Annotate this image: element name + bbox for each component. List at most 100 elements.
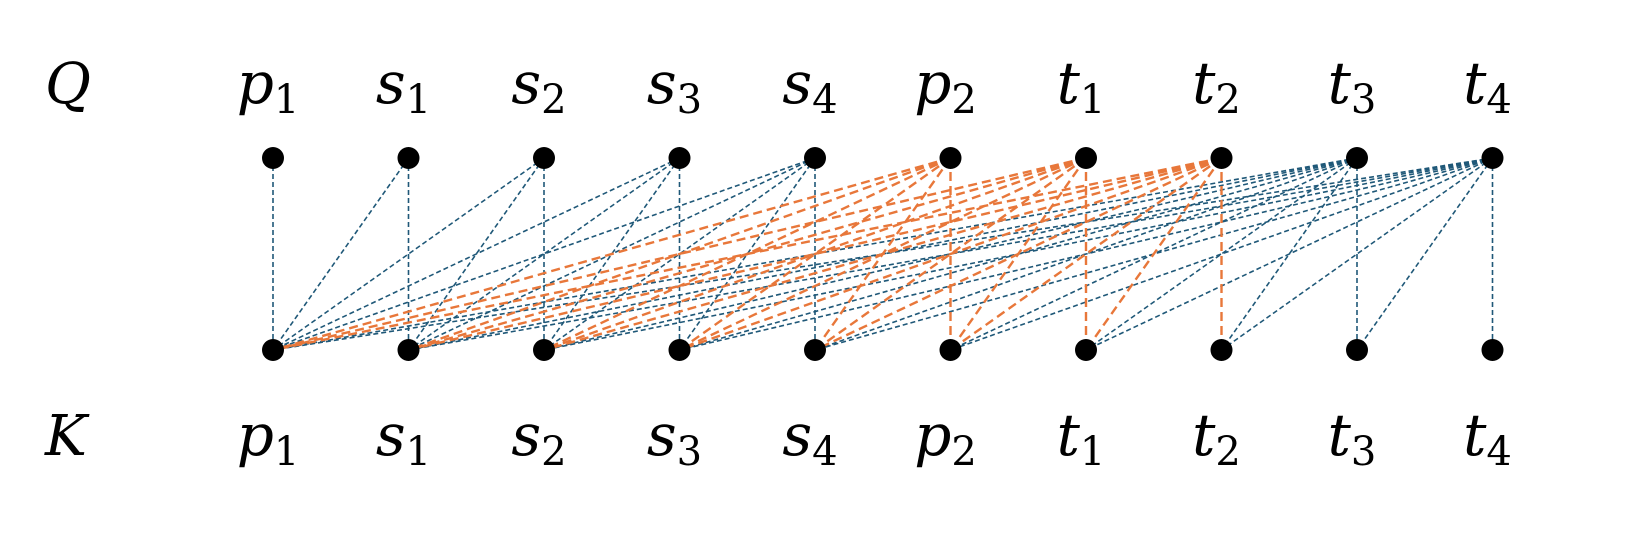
query-token-subscript-p2: 2 — [951, 77, 976, 123]
key-token-subscript-s2: 2 — [541, 429, 566, 475]
key-token-subscript-s4: 4 — [812, 429, 837, 475]
key-node-p1 — [262, 339, 284, 361]
key-token-base-s3: s — [647, 401, 677, 469]
query-node-p1 — [262, 147, 284, 169]
edge-q-t2-k-p1 — [272, 156, 1222, 352]
key-token-base-t3: t — [1328, 401, 1352, 469]
key-token-label-t2: t2 — [1192, 401, 1241, 475]
query-token-label-t4: t4 — [1463, 49, 1512, 123]
edge-q-t3-k-t2 — [1220, 157, 1358, 351]
query-token-label-t2: t2 — [1192, 49, 1241, 123]
query-node-s2 — [533, 147, 555, 169]
edge-q-p2-k-p1 — [272, 156, 951, 352]
edge-q-t2-k-s2 — [543, 156, 1222, 352]
key-node-t2 — [1210, 339, 1233, 361]
edge-q-t3-k-t1 — [1085, 157, 1358, 351]
key-node-s1 — [397, 339, 420, 361]
query-token-base-t4: t — [1463, 49, 1487, 117]
key-token-subscript-t3: 3 — [1351, 429, 1376, 475]
query-node-s1 — [397, 147, 420, 169]
key-token-label-s4: s4 — [782, 401, 837, 475]
query-node-s3 — [668, 147, 691, 169]
edge-q-s1-k-p1 — [272, 157, 410, 351]
key-token-base-t4: t — [1463, 401, 1487, 469]
query-token-base-s2: s — [511, 49, 541, 117]
edge-q-s3-k-s1 — [408, 157, 680, 351]
edge-q-t1-k-s2 — [543, 156, 1087, 352]
query-token-label-t1: t1 — [1057, 49, 1106, 123]
key-token-base-p1: p — [237, 401, 274, 469]
edge-q-t4-k-s3 — [679, 157, 1493, 351]
key-token-label-t3: t3 — [1328, 401, 1377, 475]
query-token-subscript-t4: 4 — [1486, 77, 1511, 123]
key-token-subscript-s3: 3 — [677, 429, 702, 475]
key-node-t4 — [1481, 339, 1504, 361]
query-token-subscript-t3: 3 — [1351, 77, 1376, 123]
query-token-base-s1: s — [376, 49, 406, 117]
query-node-t1 — [1075, 147, 1097, 169]
edge-q-t4-k-t1 — [1085, 157, 1493, 351]
edge-q-s3-k-p1 — [272, 157, 680, 351]
key-token-label-t1: t1 — [1057, 401, 1106, 475]
key-token-base-s2: s — [511, 401, 541, 469]
key-token-subscript-s1: 1 — [406, 429, 431, 475]
query-row-label: Q — [45, 52, 91, 117]
edge-q-p2-k-s1 — [408, 156, 951, 352]
edge-q-t2-k-s4 — [814, 156, 1223, 352]
labels-layer: Q K p1p1s1s1s2s2s3s3s4s4p2p2t1t1t2t2t3t3… — [44, 49, 1512, 475]
key-node-s4 — [804, 339, 826, 361]
query-token-label-s2: s2 — [511, 49, 566, 123]
query-token-base-t3: t — [1328, 49, 1352, 117]
query-token-subscript-t1: 1 — [1080, 77, 1105, 123]
query-token-label-p1: p1 — [237, 49, 300, 123]
key-row-label: K — [44, 404, 90, 469]
query-token-subscript-s2: 2 — [541, 77, 566, 123]
query-token-base-s4: s — [782, 49, 812, 117]
key-token-label-p1: p1 — [237, 401, 300, 475]
edge-q-t2-k-t1 — [1085, 157, 1223, 351]
key-token-label-s2: s2 — [511, 401, 566, 475]
query-token-subscript-s1: 1 — [406, 77, 431, 123]
key-token-subscript-t1: 1 — [1080, 429, 1105, 475]
key-node-s3 — [668, 339, 691, 361]
key-token-label-s1: s1 — [376, 401, 431, 475]
edge-q-t2-k-s3 — [679, 156, 1222, 352]
key-token-base-s1: s — [376, 401, 406, 469]
query-token-base-t1: t — [1057, 49, 1081, 117]
query-node-t2 — [1210, 147, 1233, 169]
key-token-base-t2: t — [1192, 401, 1216, 469]
key-token-subscript-t4: 4 — [1486, 429, 1511, 475]
query-node-s4 — [804, 147, 826, 169]
key-node-t3 — [1346, 339, 1368, 361]
edge-q-s4-k-s3 — [678, 157, 816, 351]
edge-q-t4-k-t2 — [1221, 157, 1493, 351]
query-token-subscript-t2: 2 — [1215, 77, 1240, 123]
query-token-label-s3: s3 — [647, 49, 702, 123]
key-token-label-t4: t4 — [1463, 401, 1512, 475]
key-token-subscript-p2: 2 — [951, 429, 976, 475]
query-token-label-p2: p2 — [914, 49, 977, 123]
key-token-label-s3: s3 — [647, 401, 702, 475]
key-node-s2 — [533, 339, 555, 361]
key-token-base-s4: s — [782, 401, 812, 469]
edge-q-s4-k-s2 — [543, 157, 816, 351]
query-token-label-s4: s4 — [782, 49, 837, 123]
nodes-layer — [262, 147, 1504, 361]
query-token-subscript-p1: 1 — [274, 77, 299, 123]
key-node-t1 — [1075, 339, 1097, 361]
query-token-subscript-s4: 4 — [812, 77, 837, 123]
key-token-label-p2: p2 — [914, 401, 977, 475]
key-token-subscript-t2: 2 — [1215, 429, 1240, 475]
query-token-label-t3: t3 — [1328, 49, 1377, 123]
key-token-base-t1: t — [1057, 401, 1081, 469]
query-node-t4 — [1481, 147, 1504, 169]
query-token-base-p1: p — [237, 49, 274, 117]
query-token-base-s3: s — [647, 49, 677, 117]
edge-q-t4-k-t3 — [1356, 157, 1494, 351]
edges-layer — [272, 156, 1494, 352]
query-node-p2 — [939, 147, 962, 169]
edge-q-s2-k-p1 — [272, 157, 545, 351]
query-token-subscript-s3: 3 — [677, 77, 702, 123]
edge-q-s3-k-s2 — [543, 157, 681, 351]
